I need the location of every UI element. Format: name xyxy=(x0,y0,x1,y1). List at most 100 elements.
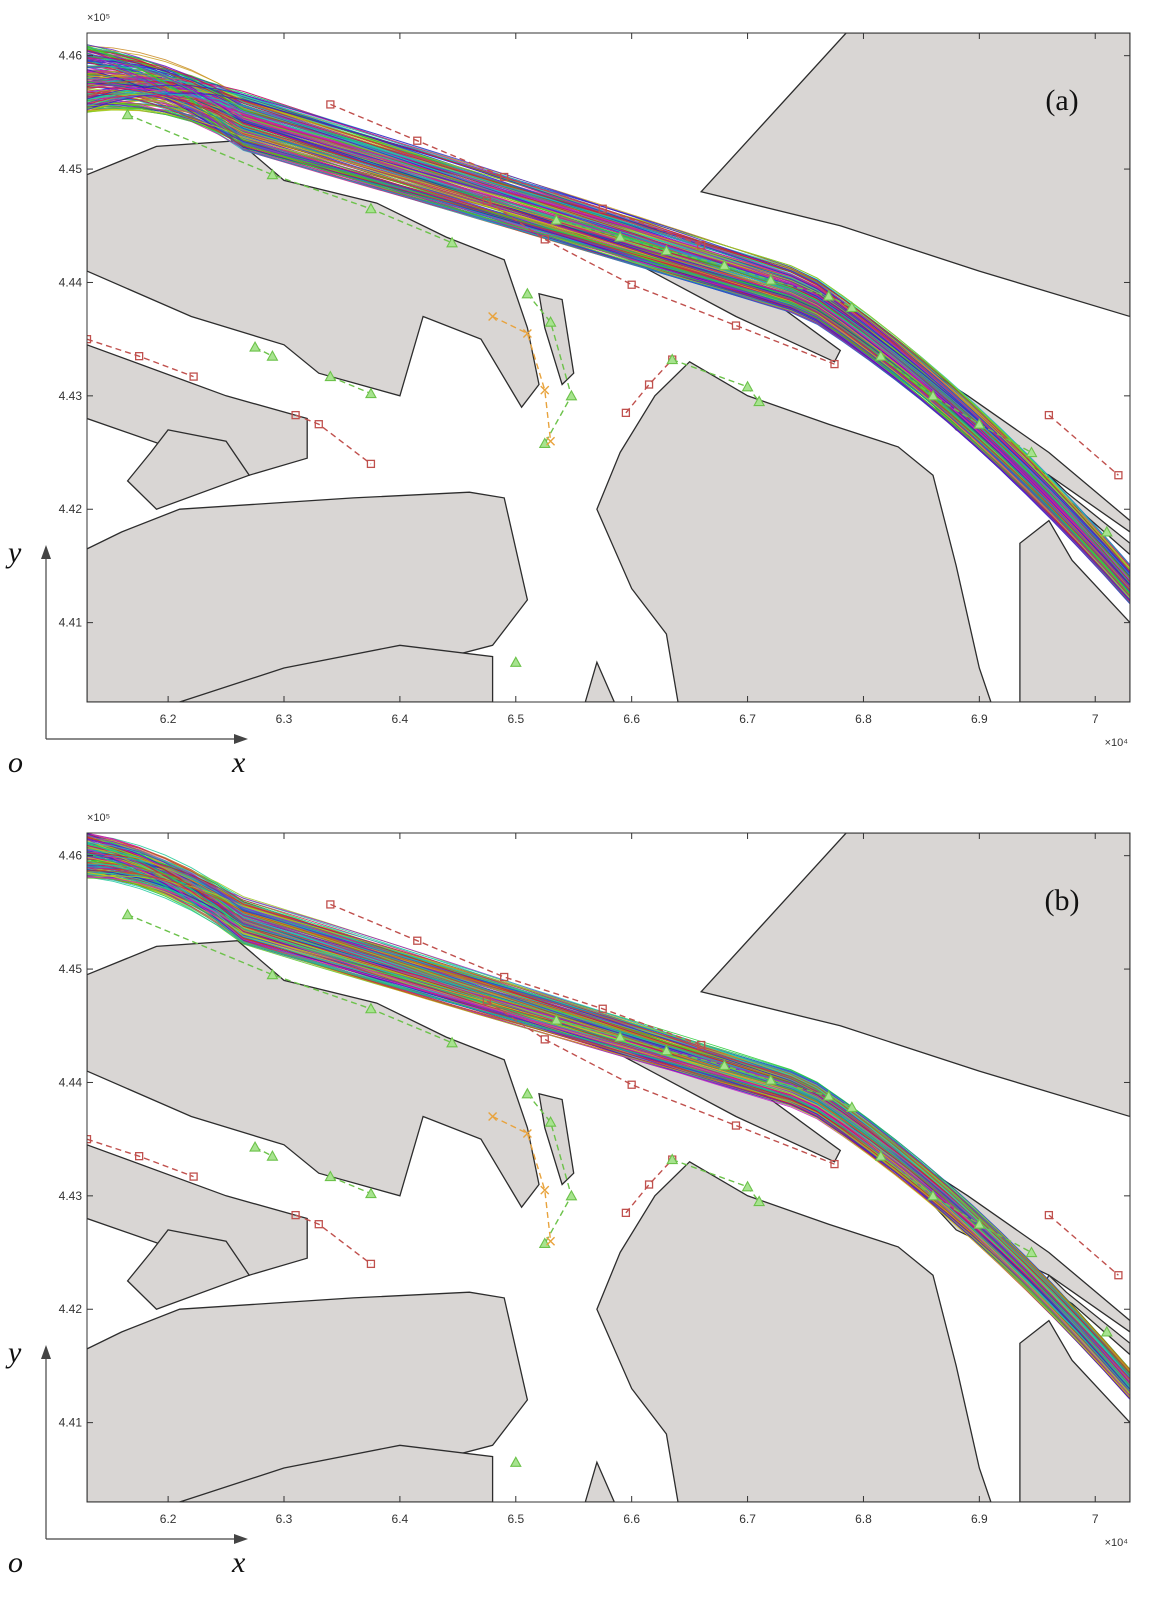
land-polygon xyxy=(126,1229,251,1310)
y-tick-label: 4.44 xyxy=(59,275,83,289)
x-tick-label: 6.2 xyxy=(160,712,177,726)
land-polygon xyxy=(596,360,992,702)
trajectory-chart-a: 6.2 6.3 6.4 6.5 6.6 6.7 6.8 6.9 7 4.46 4.45 4.44 4.4… xyxy=(5,12,1131,779)
series-line xyxy=(1048,1214,1119,1276)
y-tick-label: 4.41 xyxy=(59,1416,83,1430)
series-1-green-triangle xyxy=(121,108,458,248)
series-11-green-triangle xyxy=(666,353,766,407)
triangle-marker xyxy=(1100,525,1113,537)
square-marker xyxy=(598,204,607,213)
series-line xyxy=(486,200,835,365)
series-line xyxy=(87,338,194,378)
trajectory-line xyxy=(87,77,1130,584)
trajectory-line xyxy=(87,91,1130,575)
y-multiplier: ×10⁵ xyxy=(87,812,110,824)
series-line xyxy=(295,414,372,465)
series-line xyxy=(880,1155,1032,1254)
square-marker xyxy=(326,100,335,109)
square-marker xyxy=(87,1135,92,1144)
x-marker xyxy=(540,385,550,395)
land-polygon xyxy=(179,644,494,702)
y-tick-label: 4.45 xyxy=(59,162,83,176)
y-tick-label: 4.45 xyxy=(59,962,83,976)
square-marker xyxy=(482,996,491,1005)
x-tick-label: 6.8 xyxy=(855,1512,872,1526)
land-polygon xyxy=(87,1144,308,1276)
square-marker xyxy=(500,972,509,982)
land-polygon xyxy=(87,940,540,1209)
series-7-red-square xyxy=(291,410,376,469)
triangle-marker xyxy=(822,1089,835,1101)
triangle-marker xyxy=(266,968,279,980)
series-0-red-square xyxy=(326,100,706,250)
trajectory-line xyxy=(87,867,1130,1384)
x-arrow-icon xyxy=(234,1534,248,1544)
trajectory-line xyxy=(87,841,1130,1379)
series-8-green-triangle xyxy=(521,1087,578,1249)
triangle-marker xyxy=(550,1013,563,1025)
trajectory-line xyxy=(87,93,1130,576)
series-11-green-triangle xyxy=(666,1153,766,1207)
trajectory-line xyxy=(87,108,1130,599)
land-polygon xyxy=(87,140,540,409)
square-marker xyxy=(482,196,491,205)
trajectory-line xyxy=(87,53,1130,588)
square-marker xyxy=(413,136,422,145)
trajectory-line xyxy=(87,76,1130,593)
triangle-marker xyxy=(364,1187,377,1199)
y-tick-label: 4.41 xyxy=(59,616,83,630)
square-marker xyxy=(366,459,376,469)
square-marker xyxy=(291,1210,300,1220)
x-tick-label: 6.5 xyxy=(507,1512,524,1526)
square-marker xyxy=(413,936,422,945)
series-15-green-triangle xyxy=(509,656,522,667)
trajectory-line xyxy=(87,92,1130,577)
triangle-marker xyxy=(874,1150,887,1161)
triangle-marker xyxy=(324,1170,337,1182)
triangle-marker xyxy=(266,168,279,180)
triangle-marker xyxy=(666,1153,679,1165)
y-arrow-icon xyxy=(41,1345,51,1359)
trajectory-line xyxy=(87,65,1130,573)
square-marker xyxy=(1044,410,1054,420)
chart-panel-b: 6.2 6.3 6.4 6.5 6.6 6.7 6.8 6.9 7 4.46 4.45 4.44 4.4… xyxy=(0,800,1154,1590)
triangle-marker xyxy=(741,380,754,392)
triangle-marker xyxy=(446,1036,458,1048)
triangle-marker xyxy=(666,353,679,365)
triangle-marker xyxy=(660,244,673,256)
square-marker xyxy=(1114,471,1123,480)
square-marker xyxy=(87,335,92,344)
triangle-marker xyxy=(509,656,522,667)
square-marker xyxy=(326,900,335,909)
y-letter: y xyxy=(5,1336,22,1369)
x-marker xyxy=(546,1236,556,1246)
square-marker xyxy=(627,1080,636,1089)
triangle-marker xyxy=(927,389,939,401)
trajectory-line xyxy=(87,836,1130,1391)
series-5-green-triangle xyxy=(249,1140,279,1161)
land-polygon xyxy=(1019,1319,1130,1502)
series-1-green-triangle xyxy=(121,908,458,1048)
x-tick-label: 6.3 xyxy=(276,1512,293,1526)
series-9-orange-x xyxy=(488,311,556,446)
triangle-marker xyxy=(660,1044,673,1056)
x-tick-label: 6.4 xyxy=(392,1512,409,1526)
series-line xyxy=(625,1159,673,1214)
square-marker xyxy=(189,372,198,381)
trajectory-line xyxy=(87,850,1130,1383)
y-tick-label: 4.46 xyxy=(59,49,83,63)
square-marker xyxy=(540,235,549,244)
trajectory-line xyxy=(87,82,1130,586)
series-line xyxy=(330,375,372,395)
square-marker xyxy=(134,1152,144,1161)
series-line xyxy=(1048,414,1119,476)
triangle-marker xyxy=(565,389,578,401)
land-polygon xyxy=(699,833,1130,1118)
trajectory-chart-b: 6.2 6.3 6.4 6.5 6.6 6.7 6.8 6.9 7 4.46 4.45 4.44 4.4… xyxy=(5,812,1131,1579)
triangle-marker xyxy=(565,1189,578,1201)
land-polygon xyxy=(584,660,616,702)
square-marker xyxy=(621,408,631,418)
series-15-green-triangle xyxy=(509,1456,522,1467)
y-tick-label: 4.42 xyxy=(59,1302,83,1316)
series-2-red-square xyxy=(482,196,839,369)
